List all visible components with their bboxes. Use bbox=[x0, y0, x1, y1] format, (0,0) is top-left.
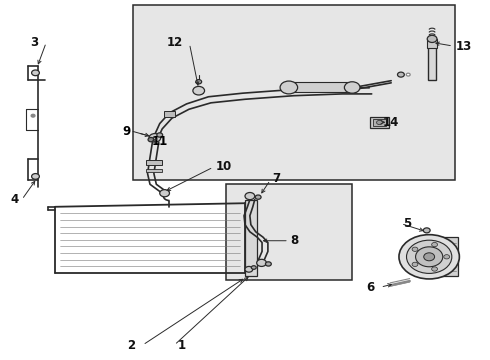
Circle shape bbox=[412, 262, 418, 266]
Text: 7: 7 bbox=[272, 172, 280, 185]
Bar bbox=[428, 41, 437, 80]
Circle shape bbox=[157, 133, 163, 137]
Circle shape bbox=[399, 235, 460, 279]
Circle shape bbox=[251, 266, 256, 269]
Bar bbox=[133, 5, 455, 180]
Text: 2: 2 bbox=[127, 338, 135, 351]
Circle shape bbox=[427, 35, 437, 42]
Text: 9: 9 bbox=[122, 125, 130, 138]
Text: 11: 11 bbox=[151, 135, 168, 148]
Circle shape bbox=[149, 134, 161, 142]
Circle shape bbox=[432, 242, 438, 247]
Circle shape bbox=[160, 190, 170, 197]
Circle shape bbox=[257, 259, 267, 266]
Bar bbox=[195, 89, 202, 93]
Circle shape bbox=[432, 267, 438, 271]
Circle shape bbox=[412, 247, 418, 251]
Circle shape bbox=[280, 81, 297, 94]
Text: 3: 3 bbox=[30, 36, 38, 49]
Circle shape bbox=[148, 138, 154, 142]
Circle shape bbox=[245, 193, 255, 200]
Circle shape bbox=[31, 174, 39, 179]
Circle shape bbox=[423, 228, 430, 233]
Bar bbox=[370, 117, 389, 128]
Circle shape bbox=[31, 70, 39, 76]
Circle shape bbox=[416, 247, 443, 267]
Circle shape bbox=[406, 73, 410, 76]
Text: 5: 5 bbox=[403, 217, 411, 230]
Bar bbox=[437, 237, 459, 276]
Circle shape bbox=[196, 80, 202, 84]
Text: 12: 12 bbox=[167, 36, 183, 49]
Text: 14: 14 bbox=[382, 116, 399, 129]
Text: 10: 10 bbox=[216, 160, 232, 173]
Bar bbox=[164, 111, 175, 117]
Bar bbox=[427, 39, 438, 48]
Circle shape bbox=[266, 262, 271, 266]
Bar bbox=[245, 200, 257, 276]
Text: 8: 8 bbox=[290, 234, 298, 247]
Text: 6: 6 bbox=[366, 281, 374, 294]
Text: 13: 13 bbox=[456, 40, 472, 53]
Bar bbox=[289, 82, 352, 93]
Circle shape bbox=[397, 72, 404, 77]
Text: 4: 4 bbox=[10, 193, 19, 206]
Circle shape bbox=[255, 195, 261, 199]
Circle shape bbox=[444, 255, 450, 259]
Circle shape bbox=[245, 266, 253, 272]
Bar bbox=[146, 169, 162, 172]
Bar bbox=[146, 160, 162, 165]
Text: 1: 1 bbox=[178, 338, 186, 351]
Circle shape bbox=[407, 240, 452, 273]
Circle shape bbox=[31, 114, 35, 117]
Bar bbox=[225, 184, 352, 280]
Circle shape bbox=[424, 253, 435, 261]
Bar bbox=[373, 119, 386, 126]
Circle shape bbox=[193, 86, 204, 95]
Circle shape bbox=[376, 120, 382, 125]
Circle shape bbox=[344, 82, 360, 93]
